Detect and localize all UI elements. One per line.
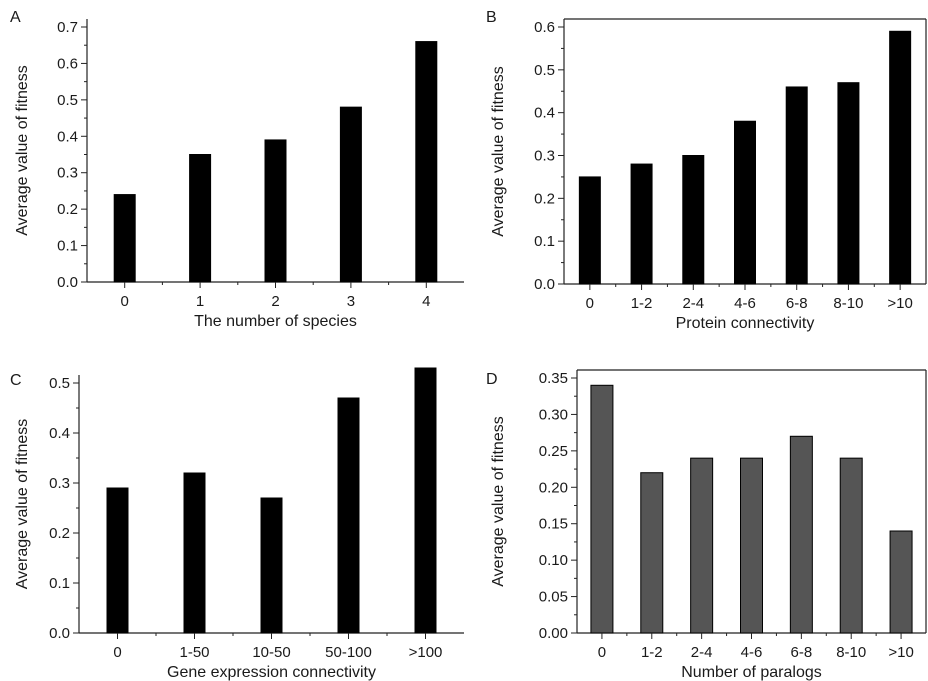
y-tick-label: 0.5: [534, 62, 555, 79]
bar-4: [415, 41, 438, 283]
y-tick-label: 0.2: [534, 190, 555, 207]
bar-1-2: [630, 163, 653, 285]
y-tick-label: 0.3: [57, 165, 78, 182]
y-tick-label: 0.20: [539, 479, 568, 496]
y-tick-label: 0.1: [57, 238, 78, 255]
x-tick-label: 8-10: [836, 644, 866, 661]
y-tick-label: 0.35: [539, 370, 568, 387]
bar-8-10: [839, 457, 863, 634]
panel-letter: A: [10, 9, 21, 26]
y-tick-label: 0.7: [57, 19, 78, 36]
x-tick-label: 2-4: [691, 644, 713, 661]
x-tick-label: 0: [113, 644, 121, 661]
y-tick-label: 0.5: [57, 92, 78, 109]
chart-panel-c: 0.0 0.1 0.2 0.3 0.4 0.5 0 1-50 10-50 50-100 >100 Ge…: [10, 367, 464, 681]
bar-4-6: [734, 120, 756, 285]
bar-2-4: [690, 457, 714, 634]
bar-1: [189, 154, 212, 283]
y-tick-label: 0.4: [49, 425, 70, 442]
x-tick-label: 8-10: [833, 295, 863, 312]
y-axis-title: Average value of fitness: [14, 65, 31, 235]
x-tick-label: 0: [586, 295, 594, 312]
x-tick-label: 10-50: [252, 644, 290, 661]
y-tick-label: 0.10: [539, 552, 568, 569]
chart-panel-d: 0.00 0.05 0.10 0.15 0.20 0.25 0.30 0.35 0 1-2 2-4 4…: [486, 369, 927, 681]
y-tick-label: 0.2: [57, 201, 78, 218]
y-tick-label: 0.15: [539, 516, 568, 533]
x-tick-label: 3: [347, 293, 355, 310]
y-tick-label: 0.5: [49, 375, 70, 392]
y-axis-title: Average value of fitness: [490, 416, 507, 586]
y-tick-label: 0.25: [539, 443, 568, 460]
y-tick-label: 0.0: [57, 274, 78, 291]
bar-0: [106, 487, 129, 634]
bar-1-2: [640, 472, 664, 634]
x-tick-label: 1-50: [179, 644, 209, 661]
y-tick-label: 0.05: [539, 589, 568, 606]
y-tick-label: 0.3: [534, 148, 555, 165]
x-tick-label: 0: [121, 293, 129, 310]
chart-panel-b: 0.0 0.1 0.2 0.3 0.4 0.5 0.6 0 1-2 2-4 4-6 6-8 8-10 >1…: [486, 9, 927, 332]
bar-2-4: [682, 155, 705, 285]
x-tick-label: 4: [422, 293, 430, 310]
bar->10: [889, 30, 912, 285]
bar-3: [339, 106, 362, 283]
y-tick-label: 0.0: [49, 625, 70, 642]
y-tick-label: 0.0: [534, 276, 555, 293]
x-tick-label: 1-2: [631, 295, 653, 312]
bar-8-10: [837, 82, 860, 285]
chart-panel-a: 0.0 0.1 0.2 0.3 0.4 0.5 0.6 0.7 0 1 2 3 4 The number …: [10, 9, 464, 330]
y-tick-label: 0.6: [57, 55, 78, 72]
panel-letter: C: [10, 372, 22, 389]
bar-6-8: [789, 435, 813, 634]
y-tick-label: 0.2: [49, 525, 70, 542]
x-tick-label: >10: [887, 295, 912, 312]
bar-2: [264, 139, 287, 283]
x-axis-title: The number of species: [194, 313, 357, 330]
bar-4-6: [740, 457, 763, 634]
bar->10: [889, 530, 913, 634]
y-tick-label: 0.4: [57, 128, 78, 145]
y-tick-label: 0.30: [539, 406, 568, 423]
y-tick-label: 0.00: [539, 625, 568, 642]
x-axis-title: Number of paralogs: [681, 664, 822, 681]
bar-6-8: [785, 86, 808, 285]
x-tick-label: 4-6: [741, 644, 763, 661]
x-tick-label: >10: [888, 644, 913, 661]
x-tick-label: 0: [598, 644, 606, 661]
panel-letter: B: [486, 9, 497, 26]
x-tick-label: 2-4: [682, 295, 704, 312]
y-tick-label: 0.4: [534, 105, 555, 122]
bar-50-100: [337, 397, 360, 634]
x-tick-label: 6-8: [791, 644, 813, 661]
x-tick-label: 6-8: [786, 295, 808, 312]
x-axis-title: Gene expression connectivity: [167, 664, 376, 681]
bar-0: [578, 176, 601, 285]
x-tick-label: 2: [271, 293, 279, 310]
x-tick-label: 50-100: [325, 644, 372, 661]
y-axis-title: Average value of fitness: [14, 419, 31, 589]
bar-1-50: [183, 472, 206, 634]
y-tick-label: 0.1: [49, 575, 70, 592]
y-tick-label: 0.1: [534, 233, 555, 250]
bar-0: [590, 384, 614, 634]
x-tick-label: 1-2: [641, 644, 663, 661]
bar-10-50: [260, 497, 283, 634]
x-tick-label: 4-6: [734, 295, 756, 312]
x-tick-label: >100: [409, 644, 443, 661]
panel-letter: D: [486, 371, 498, 388]
x-axis-title: Protein connectivity: [676, 315, 815, 332]
y-axis-title: Average value of fitness: [490, 66, 507, 236]
x-tick-label: 1: [196, 293, 204, 310]
bar->100: [414, 367, 437, 634]
y-tick-label: 0.6: [534, 19, 555, 36]
bar-0: [113, 194, 136, 283]
y-tick-label: 0.3: [49, 475, 70, 492]
